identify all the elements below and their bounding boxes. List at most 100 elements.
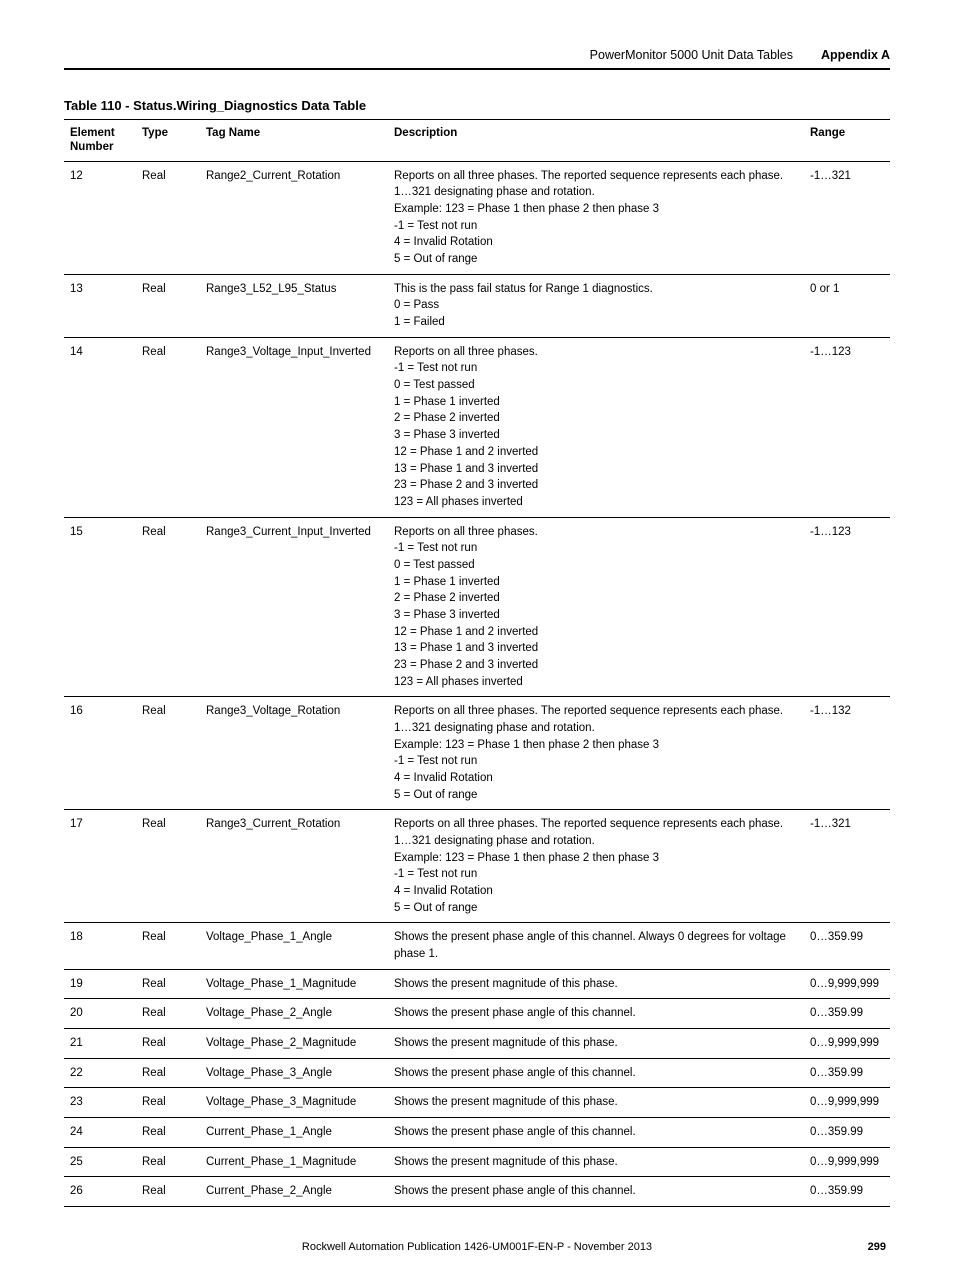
cell-range: 0…359.99 [804,1118,890,1148]
table-row: 23RealVoltage_Phase_3_MagnitudeShows the… [64,1088,890,1118]
cell-description: Shows the present magnitude of this phas… [388,1147,804,1177]
desc-line: 12 = Phase 1 and 2 inverted [394,624,798,641]
cell-tag: Current_Phase_1_Magnitude [200,1147,388,1177]
doc-title: PowerMonitor 5000 Unit Data Tables [590,48,793,62]
cell-range: 0…9,999,999 [804,969,890,999]
desc-line: 23 = Phase 2 and 3 inverted [394,657,798,674]
table-row: 16RealRange3_Voltage_RotationReports on … [64,697,890,810]
cell-type: Real [136,1058,200,1088]
table-row: 18RealVoltage_Phase_1_AngleShows the pre… [64,923,890,969]
desc-line: 3 = Phase 3 inverted [394,607,798,624]
cell-element: 17 [64,810,136,923]
desc-line: Example: 123 = Phase 1 then phase 2 then… [394,201,798,218]
cell-description: Shows the present phase angle of this ch… [388,923,804,969]
desc-line: Shows the present phase angle of this ch… [394,1124,798,1141]
cell-tag: Range3_L52_L95_Status [200,274,388,337]
table-row: 22RealVoltage_Phase_3_Angle Shows the pre… [64,1058,890,1088]
cell-tag: Voltage_Phase_2_Angle [200,999,388,1029]
desc-line: Reports on all three phases. The reporte… [394,168,798,185]
cell-range: 0…359.99 [804,1177,890,1207]
cell-range: 0…9,999,999 [804,1147,890,1177]
cell-type: Real [136,923,200,969]
desc-line: 12 = Phase 1 and 2 inverted [394,444,798,461]
desc-line: Shows the present magnitude of this phas… [394,1154,798,1171]
cell-range: 0…359.99 [804,923,890,969]
table-row: 26RealCurrent_Phase_2_AngleShows the pre… [64,1177,890,1207]
table-row: 19RealVoltage_Phase_1_MagnitudeShows the… [64,969,890,999]
cell-type: Real [136,337,200,517]
desc-line: 1…321 designating phase and rotation. [394,184,798,201]
desc-line: Reports on all three phases. The reporte… [394,703,798,720]
cell-element: 22 [64,1058,136,1088]
table-row: 15RealRange3_Current_Input_InvertedRepor… [64,517,890,697]
desc-line: 1…321 designating phase and rotation. [394,720,798,737]
page-header: PowerMonitor 5000 Unit Data Tables Appen… [64,48,890,70]
cell-type: Real [136,1147,200,1177]
cell-tag: Voltage_Phase_3_Angle [200,1058,388,1088]
cell-tag: Range3_Voltage_Rotation [200,697,388,810]
desc-line: Shows the present phase angle of this ch… [394,1183,798,1200]
table-row: 14RealRange3_Voltage_Input_InvertedRepor… [64,337,890,517]
cell-range: 0…359.99 [804,999,890,1029]
desc-line: Shows the present phase angle of this ch… [394,929,798,962]
desc-line: Example: 123 = Phase 1 then phase 2 then… [394,737,798,754]
desc-line: -1 = Test not run [394,360,798,377]
cell-description: Shows the present magnitude of this phas… [388,1028,804,1058]
cell-range: -1…123 [804,337,890,517]
desc-line: 13 = Phase 1 and 3 inverted [394,640,798,657]
cell-description: Reports on all three phases. The reporte… [388,161,804,274]
table-row: 13RealRange3_L52_L95_StatusThis is the p… [64,274,890,337]
desc-line: 123 = All phases inverted [394,494,798,511]
desc-line: Shows the present phase angle of this ch… [394,1005,798,1022]
cell-type: Real [136,161,200,274]
cell-range: -1…123 [804,517,890,697]
desc-line: 3 = Phase 3 inverted [394,427,798,444]
cell-tag: Range3_Voltage_Input_Inverted [200,337,388,517]
desc-line: 23 = Phase 2 and 3 inverted [394,477,798,494]
table-row: 24RealCurrent_Phase_1_AngleShows the pre… [64,1118,890,1148]
desc-line: 0 = Test passed [394,377,798,394]
cell-tag: Range3_Current_Rotation [200,810,388,923]
page-footer: Rockwell Automation Publication 1426-UM0… [64,1241,890,1253]
desc-line: 5 = Out of range [394,900,798,917]
cell-tag: Range3_Current_Input_Inverted [200,517,388,697]
desc-line: -1 = Test not run [394,540,798,557]
desc-line: 1 = Failed [394,314,798,331]
col-range: Range [804,120,890,162]
cell-description: Reports on all three phases.-1 = Test no… [388,337,804,517]
table-body: 12RealRange2_Current_RotationReports on … [64,161,890,1206]
desc-line: Reports on all three phases. The reporte… [394,816,798,833]
appendix-label: Appendix A [821,48,890,62]
cell-element: 15 [64,517,136,697]
col-element: ElementNumber [64,120,136,162]
desc-line: 1 = Phase 1 inverted [394,394,798,411]
cell-description: Shows the present phase angle of this ch… [388,1118,804,1148]
desc-line: This is the pass fail status for Range 1… [394,281,798,298]
cell-description: Shows the present phase angle of this ch… [388,1058,804,1088]
cell-description: Shows the present magnitude of this phas… [388,969,804,999]
col-desc: Description [388,120,804,162]
cell-element: 23 [64,1088,136,1118]
cell-tag: Voltage_Phase_1_Angle [200,923,388,969]
cell-type: Real [136,1118,200,1148]
table-title: Table 110 - Status.Wiring_Diagnostics Da… [64,98,890,113]
desc-line: 13 = Phase 1 and 3 inverted [394,461,798,478]
desc-line: Shows the present magnitude of this phas… [394,976,798,993]
cell-element: 20 [64,999,136,1029]
cell-element: 26 [64,1177,136,1207]
cell-element: 25 [64,1147,136,1177]
cell-element: 12 [64,161,136,274]
page: PowerMonitor 5000 Unit Data Tables Appen… [0,0,954,1283]
cell-element: 19 [64,969,136,999]
table-row: 25RealCurrent_Phase_1_Magnitude Shows the… [64,1147,890,1177]
cell-type: Real [136,1088,200,1118]
data-table: ElementNumber Type Tag Name Description … [64,119,890,1207]
cell-description: This is the pass fail status for Range 1… [388,274,804,337]
desc-line: 1 = Phase 1 inverted [394,574,798,591]
desc-line: Reports on all three phases. [394,524,798,541]
cell-description: Shows the present phase angle of this ch… [388,999,804,1029]
table-header-row: ElementNumber Type Tag Name Description … [64,120,890,162]
desc-line: Shows the present phase angle of this ch… [394,1065,798,1082]
table-row: 20RealVoltage_Phase_2_AngleShows the pre… [64,999,890,1029]
cell-range: 0…9,999,999 [804,1028,890,1058]
